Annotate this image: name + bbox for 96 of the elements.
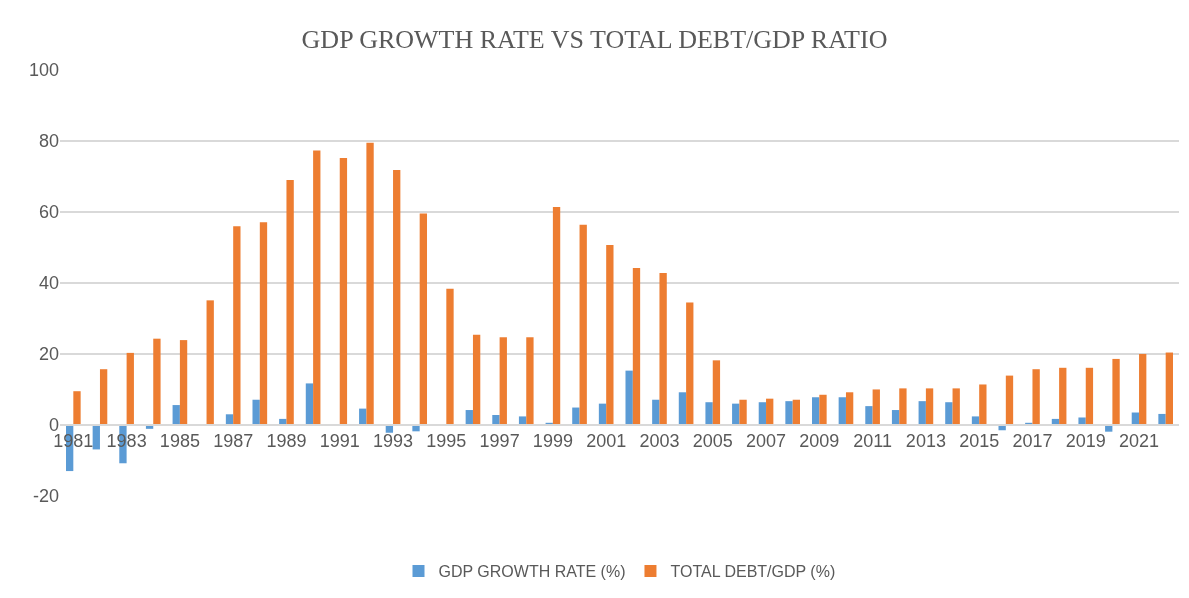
bar [606, 244, 614, 425]
bar [313, 150, 321, 425]
bar [659, 273, 667, 425]
bar [472, 334, 481, 425]
bar [952, 388, 960, 425]
y-tick-label: 40 [38, 273, 59, 294]
x-tick-label: 2011 [853, 431, 892, 452]
bar [1032, 369, 1040, 425]
bar [811, 397, 820, 425]
x-tick-label: 1989 [266, 431, 307, 452]
bar [339, 158, 348, 425]
bar [1085, 367, 1094, 425]
bar [766, 398, 774, 425]
bar [446, 288, 454, 425]
bar [73, 391, 81, 425]
x-tick-label: 1987 [213, 431, 254, 452]
bar [492, 415, 500, 425]
bar [785, 401, 793, 425]
bar [1005, 375, 1014, 425]
x-tick-label: 2007 [746, 431, 787, 452]
x-tick-label: 2009 [799, 431, 840, 452]
bar [792, 399, 801, 425]
bar [579, 224, 587, 425]
bar [971, 416, 980, 425]
x-tick-label: 2017 [1012, 431, 1053, 452]
bar [179, 340, 188, 425]
bar [1165, 352, 1174, 425]
bar [206, 300, 214, 425]
bar [712, 360, 721, 425]
bar [172, 405, 180, 425]
bar [286, 180, 294, 425]
bar [225, 414, 234, 425]
bar [1078, 417, 1086, 425]
bar [705, 402, 713, 425]
bar [865, 406, 873, 425]
x-tick-label: 2013 [905, 431, 946, 452]
bar [499, 337, 507, 425]
bar [739, 399, 747, 425]
y-tick-label: -20 [32, 486, 59, 507]
bar [925, 388, 934, 425]
x-tick-label: 1997 [479, 431, 520, 452]
bar [552, 207, 561, 425]
bar [732, 403, 740, 425]
bar [252, 399, 260, 425]
bar [572, 407, 580, 425]
bar [918, 401, 926, 425]
bar [899, 388, 907, 425]
bar [819, 394, 827, 425]
y-tick-label: 20 [38, 344, 59, 365]
bar [1112, 358, 1120, 425]
x-tick-label: 1993 [373, 431, 414, 452]
bar [678, 392, 687, 425]
bar [652, 399, 660, 425]
bar [419, 213, 428, 425]
bar [758, 402, 767, 425]
bar [393, 170, 401, 425]
bar [979, 384, 987, 425]
bar [153, 338, 161, 425]
bar [233, 226, 241, 425]
bar [1059, 367, 1067, 425]
bar [1139, 353, 1147, 425]
bar [465, 410, 473, 425]
chart-title: GDP GROWTH RATE VS TOTAL DEBT/GDP RATIO [301, 25, 888, 55]
x-tick-label: 1999 [532, 431, 573, 452]
bar [872, 389, 880, 425]
bar [92, 424, 100, 450]
bar [625, 370, 633, 425]
x-tick-label: 1995 [426, 431, 467, 452]
bar [126, 352, 134, 425]
y-tick-label: 80 [38, 131, 59, 152]
bar [526, 337, 534, 425]
x-tick-label: 2005 [692, 431, 733, 452]
x-tick-label: 2021 [1119, 431, 1160, 452]
x-tick-label: 2001 [586, 431, 627, 452]
x-tick-label: 1985 [159, 431, 200, 452]
bar [366, 142, 374, 425]
bar [945, 402, 953, 425]
bar [845, 392, 854, 425]
bar [838, 397, 846, 425]
y-tick-label: 100 [28, 60, 59, 81]
legend-label: GDP GROWTH RATE (%) [438, 563, 626, 581]
x-tick-label: 2003 [639, 431, 680, 452]
bar [305, 383, 314, 425]
bar [632, 268, 641, 425]
bar [518, 416, 527, 425]
bar [891, 410, 900, 425]
x-tick-label: 1991 [319, 431, 360, 452]
bar [99, 369, 108, 425]
legend-label: TOTAL DEBT/GDP (%) [670, 563, 836, 581]
bar [259, 222, 268, 425]
bar [1158, 413, 1166, 425]
x-tick-label: 2015 [959, 431, 1000, 452]
x-tick-label: 2019 [1065, 431, 1106, 452]
bar [686, 302, 694, 425]
bar [598, 403, 607, 425]
y-tick-label: 60 [38, 202, 59, 223]
